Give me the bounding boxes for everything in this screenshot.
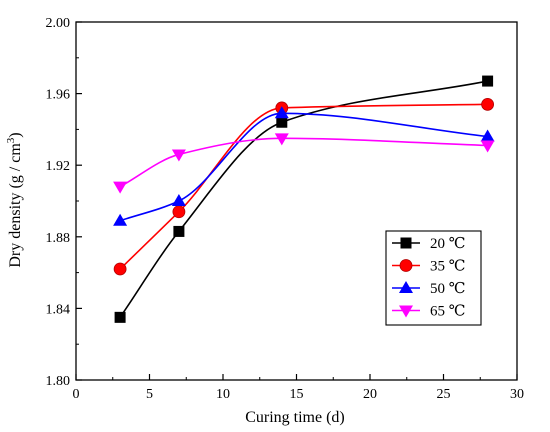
series-line <box>119 80 488 318</box>
series-line <box>119 112 488 222</box>
y-tick-label: 1.88 <box>46 231 71 246</box>
y-tick-label: 1.84 <box>46 302 71 317</box>
y-axis-title: Dry density (g / cm3) <box>5 132 24 267</box>
y-tick-label: 1.96 <box>46 88 71 103</box>
data-point <box>276 116 288 128</box>
y-tick-label: 1.80 <box>46 374 71 389</box>
legend-marker <box>399 281 413 293</box>
legend-marker <box>399 259 413 272</box>
data-point <box>481 97 495 111</box>
data-point <box>113 181 128 194</box>
y-tick-label: 1.92 <box>46 159 71 174</box>
x-tick-label: 30 <box>510 387 524 402</box>
data-point <box>274 133 289 146</box>
data-point <box>480 129 495 142</box>
legend: 20 ℃ 35 ℃ 50 ℃ 65 ℃ <box>385 230 482 326</box>
data-point <box>171 149 186 162</box>
data-point <box>482 75 494 87</box>
series-3 <box>113 133 495 194</box>
legend-marker <box>400 237 412 249</box>
x-tick-label: 20 <box>363 387 377 402</box>
x-tick-label: 15 <box>290 387 304 402</box>
x-axis-title: Curing time (d) <box>245 409 345 426</box>
data-point <box>173 225 185 237</box>
data-point <box>114 311 126 323</box>
legend-label: 35 ℃ <box>430 259 466 275</box>
x-tick-label: 10 <box>216 387 230 402</box>
data-point <box>274 106 289 119</box>
series-2 <box>113 106 495 226</box>
data-point <box>113 213 128 226</box>
series-0 <box>114 75 494 323</box>
series-line <box>119 137 488 188</box>
axes: 0 5 10 15 20 25 30 1.80 1.84 1.88 1.92 1.96 2.00 <box>46 16 525 402</box>
x-tick-label: 5 <box>146 387 153 402</box>
series-layer <box>113 75 495 323</box>
data-point <box>172 205 186 219</box>
legend-label: 20 ℃ <box>430 236 466 252</box>
y-axis-title-superscript: 3 <box>5 137 17 143</box>
plot-frame <box>75 21 518 381</box>
series-line <box>119 103 488 270</box>
data-point <box>171 194 186 206</box>
x-tick-label: 0 <box>73 387 80 402</box>
legend-marker <box>399 305 413 318</box>
y-tick-label: 2.00 <box>46 16 71 31</box>
x-tick-label: 25 <box>437 387 451 402</box>
data-point <box>113 262 127 276</box>
data-point <box>480 140 495 153</box>
legend-label: 65 ℃ <box>430 304 466 320</box>
legend-label: 50 ℃ <box>430 281 466 297</box>
